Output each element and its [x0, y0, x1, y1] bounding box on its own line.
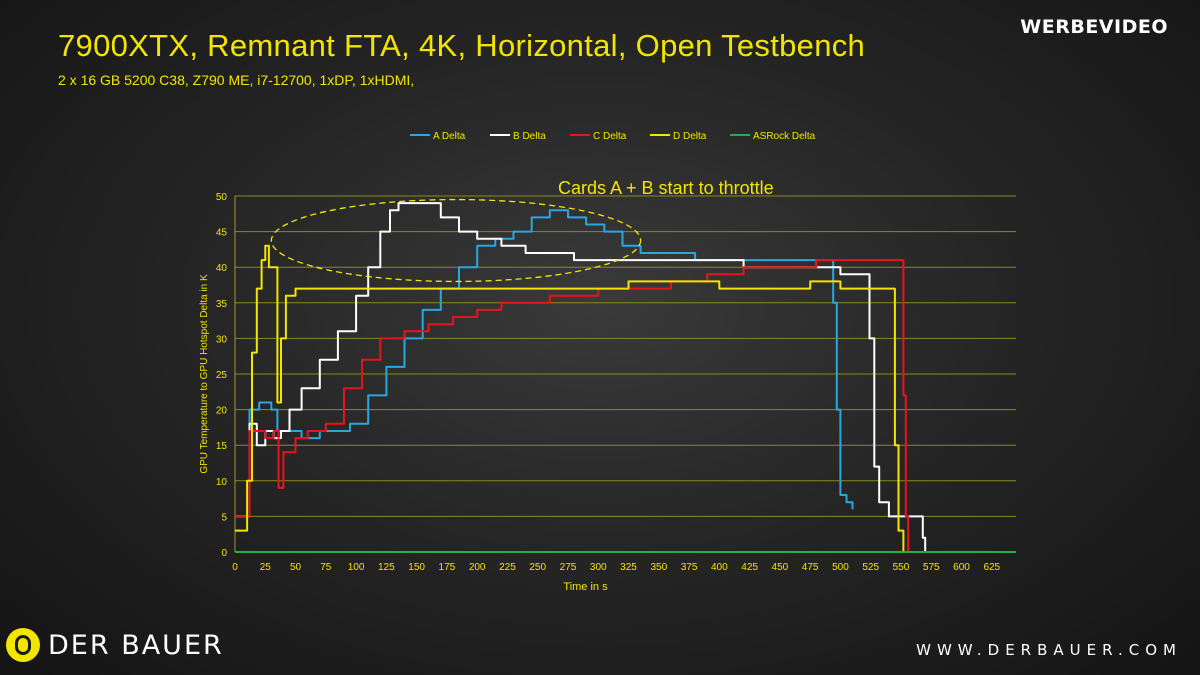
series-lines: [235, 202, 1016, 553]
x-tick-label: 475: [802, 562, 819, 573]
x-tick-label: 325: [620, 562, 637, 573]
annotation-ellipse: [270, 198, 642, 283]
series-line-c-delta: [235, 259, 910, 552]
brand-url: WWW.DERBAUER.COM: [916, 641, 1182, 659]
x-tick-label: 500: [832, 562, 849, 573]
legend-label: B Delta: [513, 131, 546, 142]
x-tick-label: 525: [862, 562, 879, 573]
x-tick-label: 275: [560, 562, 577, 573]
x-tick-label: 200: [469, 562, 486, 573]
x-tick-label: 425: [741, 562, 758, 573]
annotation: Cards A + B start to throttle: [270, 178, 774, 283]
y-tick-label: 25: [216, 370, 228, 381]
legend-label: A Delta: [433, 131, 466, 142]
x-tick-label: 375: [681, 562, 698, 573]
brand-watermark: WERBEVIDEO: [1020, 16, 1168, 38]
legend-label: ASRock Delta: [753, 131, 816, 142]
x-axis-label: Time in s: [563, 581, 608, 593]
series-line-b-delta: [235, 202, 927, 552]
page-subtitle: 2 x 16 GB 5200 C38, Z790 ME, i7-12700, 1…: [58, 72, 415, 88]
y-tick-label: 50: [216, 192, 228, 203]
x-tick-label: 550: [893, 562, 910, 573]
y-tick-label: 35: [216, 299, 228, 310]
y-tick-label: 40: [216, 263, 228, 274]
x-tick-label: 25: [260, 562, 272, 573]
y-tick-label: 30: [216, 334, 228, 345]
legend: A Delta B Delta C Delta D Delta ASRock Delta: [410, 131, 816, 142]
x-tick-label: 600: [953, 562, 970, 573]
y-axis-label: GPU Temperature to GPU Hotspot Delta in …: [199, 274, 210, 474]
y-tick-label: 10: [216, 477, 228, 488]
x-tick-label: 300: [590, 562, 607, 573]
x-tick-label: 350: [650, 562, 667, 573]
x-tick-label: 450: [772, 562, 789, 573]
x-tick-label: 0: [232, 562, 238, 573]
y-tick-label: 5: [221, 512, 227, 523]
x-tick-label: 575: [923, 562, 940, 573]
derbauer-logo-icon: [6, 628, 40, 662]
series-line-d-delta: [235, 244, 905, 552]
x-tick-label: 175: [439, 562, 456, 573]
legend-label: C Delta: [593, 131, 627, 142]
x-tick-label: 250: [529, 562, 546, 573]
x-tick-label: 625: [983, 562, 1000, 573]
brand-name: DER BAUER: [48, 630, 224, 661]
annotation-text: Cards A + B start to throttle: [558, 178, 774, 198]
x-tick-label: 150: [408, 562, 425, 573]
x-tick-label: 125: [378, 562, 395, 573]
page-title: 7900XTX, Remnant FTA, 4K, Horizontal, Op…: [58, 28, 866, 63]
legend-label: D Delta: [673, 131, 707, 142]
x-tick-label: 75: [320, 562, 332, 573]
series-line-a-delta: [235, 209, 854, 518]
y-tick-label: 15: [216, 441, 228, 452]
y-tick-label: 20: [216, 406, 228, 417]
x-tick-label: 400: [711, 562, 728, 573]
x-tick-label: 50: [290, 562, 302, 573]
grid: [235, 195, 1016, 517]
y-tick-label: 0: [221, 548, 227, 559]
y-tick-label: 45: [216, 228, 228, 239]
x-tick-label: 225: [499, 562, 516, 573]
x-tick-label: 100: [348, 562, 365, 573]
